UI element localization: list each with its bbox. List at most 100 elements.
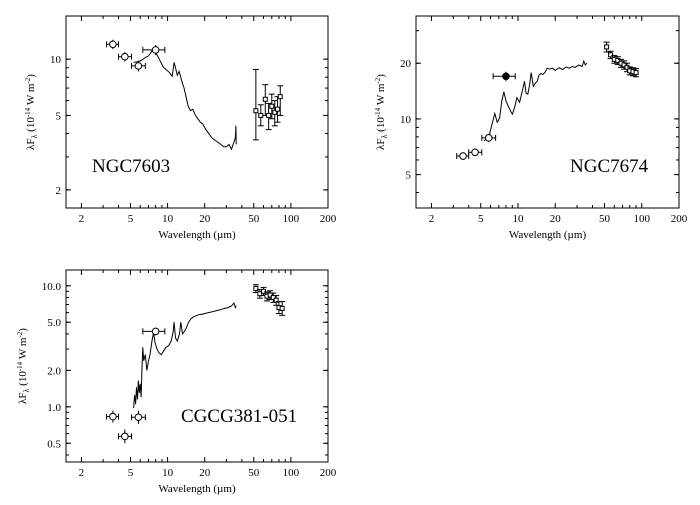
photometry-marker: [484, 134, 493, 142]
y-axis-label-part: λ: [30, 134, 39, 138]
panel-cgcg381-051: 2 5 10 20 50 100 200 0.5 1.0 2.0 5.0 10.0 Wavelength…: [16, 269, 337, 495]
photometry-point: [131, 410, 146, 425]
y-axis-label-part: -2: [24, 77, 32, 83]
y-axis-label-part: (10: [17, 371, 29, 389]
y-axis-label-part: W m: [375, 83, 387, 108]
galaxy-name-label: CGCG381-051: [181, 406, 297, 427]
x-tick-label: 200: [320, 467, 337, 479]
x-tick-label: 20: [199, 467, 211, 479]
far-ir-point: [611, 55, 618, 64]
far-ir-marker: [253, 108, 259, 114]
y-axis-label-part: λF: [17, 392, 29, 403]
x-tick-label: 100: [633, 213, 650, 225]
x-tick-label: 2: [79, 213, 85, 225]
far-ir-marker: [604, 44, 610, 50]
x-tick-label: 2: [79, 467, 85, 479]
far-ir-point: [630, 67, 637, 77]
far-ir-point: [273, 295, 280, 306]
far-ir-marker: [262, 96, 268, 102]
photometry-marker: [151, 327, 160, 336]
x-tick-label: 200: [671, 213, 688, 225]
photometry-marker: [134, 62, 143, 70]
y-axis-label-part: -2: [16, 331, 24, 337]
photometry-point: [106, 39, 120, 50]
plot-frame: [415, 15, 680, 209]
far-ir-marker: [261, 288, 267, 294]
y-axis-label-part: ): [17, 328, 29, 332]
y-tick-label: 10.0: [42, 281, 62, 293]
panel-ngc7603: 2 5 10 20 50 100 200 2 5 10 Wavelength (µm) λFλ (10…: [24, 15, 337, 241]
far-ir-marker: [269, 103, 275, 109]
far-ir-marker: [275, 106, 281, 112]
far-ir-point: [270, 292, 277, 303]
far-ir-point: [607, 50, 614, 60]
x-tick-label: 10: [162, 213, 174, 225]
photometry-marker: [459, 152, 467, 160]
x-tick-label: 200: [320, 213, 337, 225]
photometry-marker: [471, 148, 479, 157]
far-ir-marker: [272, 109, 278, 115]
panel-ngc7674: 2 5 10 20 50 100 200 5 10 20 Wavelength (µm) λFλ (1…: [374, 15, 688, 241]
x-tick-label: 5: [128, 467, 134, 479]
galaxy-name-label: NGC7603: [92, 156, 170, 177]
photometry-point: [456, 152, 470, 160]
far-ir-marker: [266, 112, 272, 118]
photometry-marker: [121, 432, 129, 441]
spectrum-line: [483, 59, 588, 142]
far-ir-point: [603, 41, 610, 53]
x-tick-label: 10: [512, 213, 524, 225]
far-ir-point: [265, 102, 272, 131]
plot-frame: [65, 269, 329, 463]
far-ir-marker: [267, 292, 273, 298]
photometry-point: [131, 60, 146, 72]
photometry-marker: [109, 40, 117, 49]
photometry-point: [142, 327, 166, 336]
photometry-marker: [134, 413, 143, 422]
photometry-point: [118, 429, 133, 444]
far-ir-point: [626, 66, 633, 76]
x-tick-label: 10: [162, 467, 174, 479]
y-tick-label: 10: [400, 114, 412, 126]
x-tick-label: 2: [429, 213, 435, 225]
y-axis-label-part: λF: [25, 138, 37, 149]
x-tick-label: 5: [478, 213, 484, 225]
spectrum-line: [133, 301, 237, 408]
far-ir-point: [260, 286, 267, 297]
far-ir-point: [262, 84, 269, 116]
photometry-marker: [109, 412, 117, 421]
y-axis-label: λFλ (10-14 W m-2): [374, 74, 389, 150]
photometry-point: [492, 71, 516, 82]
y-axis-label-part: W m: [17, 337, 29, 362]
y-tick-label: 1.0: [47, 402, 61, 414]
photometry-point: [468, 148, 483, 157]
x-tick-label: 100: [283, 213, 300, 225]
x-tick-label: 20: [550, 213, 562, 225]
y-axis-label-part: -14: [16, 361, 24, 371]
far-ir-marker: [633, 70, 639, 76]
y-axis-label-part: λ: [380, 134, 389, 138]
y-tick-label: 5: [406, 170, 412, 182]
y-tick-label: 20: [400, 58, 412, 70]
y-tick-label: 5.0: [47, 317, 61, 329]
y-axis-label-part: (10: [375, 117, 387, 135]
y-axis-label-part: -14: [374, 107, 382, 117]
y-axis-label: λFλ (10-14 W m-2): [16, 328, 31, 404]
y-axis-label-part: ): [375, 74, 387, 78]
y-tick-label: 5: [56, 110, 62, 122]
y-tick-label: 2: [56, 185, 62, 197]
far-ir-marker: [273, 297, 279, 303]
y-axis-label-part: (10: [25, 117, 37, 135]
x-tick-label: 50: [248, 213, 260, 225]
y-tick-label: 2.0: [47, 365, 61, 377]
photometry-marker: [121, 52, 129, 61]
far-ir-point: [633, 68, 640, 78]
spectrum-line: [133, 48, 237, 151]
far-ir-point: [257, 104, 264, 127]
y-axis-label-part: ): [25, 74, 37, 78]
far-ir-marker: [277, 94, 283, 100]
x-tick-label: 20: [199, 213, 211, 225]
photometry-marker: [151, 46, 160, 54]
y-axis-label-part: W m: [25, 83, 37, 108]
far-ir-point: [279, 301, 286, 316]
far-ir-point: [268, 93, 275, 120]
